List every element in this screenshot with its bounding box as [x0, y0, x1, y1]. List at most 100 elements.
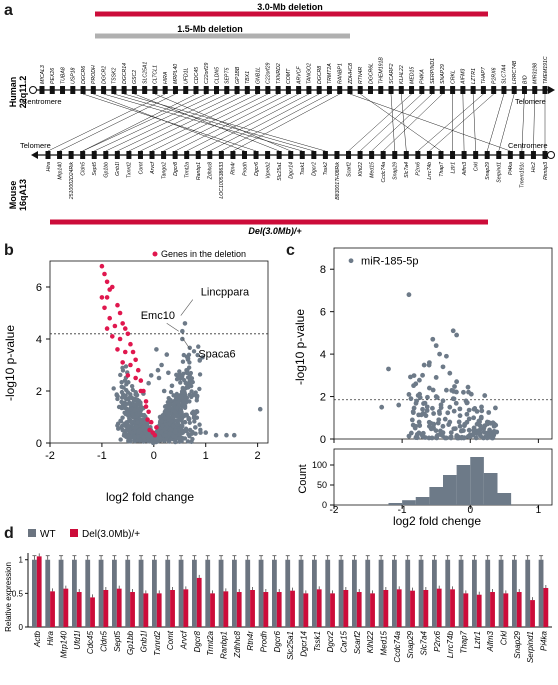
- mouse-gene-label: Slc25a1: [277, 162, 283, 181]
- c-point-background: [473, 435, 479, 441]
- c-point-background: [466, 389, 471, 395]
- d-bar-del: [223, 591, 229, 627]
- b-point-background: [185, 439, 191, 444]
- c-point-background: [451, 408, 457, 414]
- human-gene-block: [296, 86, 302, 94]
- b-point-deletion: [120, 360, 125, 365]
- c-point-background: [452, 426, 458, 432]
- c-point: [471, 415, 477, 421]
- b-point-background: [164, 437, 169, 442]
- mouse-gene-label: Txnrd2: [127, 162, 133, 178]
- b-point-other: [171, 414, 176, 420]
- b-point-background: [191, 349, 197, 354]
- b-point-deletion: [107, 315, 112, 321]
- synteny-line: [533, 93, 535, 152]
- panel-d-bar-chart: WT Del(3.0Mb)/+ Relative expression 0 0.5…: [4, 529, 552, 663]
- b-point-deletion: [154, 425, 159, 430]
- b-point-other: [193, 425, 198, 430]
- c-point-background: [478, 414, 484, 420]
- c-point-background: [471, 406, 477, 412]
- d-bar-del: [50, 591, 55, 627]
- mouse-gene-block: [415, 151, 421, 159]
- c-point: [444, 387, 449, 393]
- human-gene-block: [419, 86, 425, 94]
- human-gene-block: [101, 86, 107, 94]
- human-gene-block: [214, 86, 220, 94]
- synteny-line: [498, 93, 515, 152]
- d-category-label: Snap29: [513, 630, 522, 658]
- d-category-label: Mrp140: [59, 630, 68, 658]
- del-label: Del(3.0Mb)/+: [248, 226, 302, 236]
- c-point: [396, 402, 402, 408]
- b-point-other: [156, 375, 162, 381]
- mouse-gene-block: [137, 151, 143, 159]
- c-point-background: [414, 398, 419, 404]
- c-point-background: [425, 394, 430, 400]
- mouse-gene-block: [114, 151, 120, 159]
- d-bar-del: [330, 593, 335, 627]
- mouse-gene-label: Sept5: [92, 162, 98, 176]
- d-category-label: Gnb1l: [139, 631, 148, 653]
- b-point-background: [129, 419, 134, 425]
- b-point-background: [123, 396, 128, 401]
- d-category-label: Ufd1l: [73, 631, 82, 650]
- b-point-background: [180, 359, 186, 364]
- human-gene-label: MIR3198: [533, 63, 539, 84]
- c-point: [461, 389, 466, 395]
- synteny-line: [359, 93, 422, 152]
- mouse-gene-label: Lztr1: [450, 162, 456, 174]
- mouse-gene-block: [507, 151, 513, 159]
- b-point-deletion: [109, 334, 115, 339]
- b-ytick-label: 6: [36, 282, 42, 294]
- human-gene-label: TANGO2: [307, 63, 313, 84]
- c-point-background: [438, 405, 444, 411]
- c-point-background: [431, 421, 437, 427]
- d-bar-wt: [338, 559, 344, 627]
- human-gene-label: C22orf29: [204, 63, 210, 84]
- human-gene-block: [398, 86, 404, 94]
- d-category-label: Klhl22: [366, 630, 375, 653]
- c-point: [406, 292, 412, 298]
- c-point: [454, 332, 460, 338]
- mouse-gene-block: [473, 151, 479, 159]
- human-gene-block: [532, 86, 538, 94]
- b-point-deletion: [104, 326, 110, 331]
- human-gene-label: C22orf29: [266, 63, 272, 84]
- c-point: [447, 370, 453, 376]
- b-point-deletion: [115, 302, 120, 308]
- mouse-gene-label: Crkl: [473, 161, 479, 171]
- c-point-background: [421, 362, 427, 368]
- b-point-background: [134, 424, 139, 429]
- b-point-deletion: [125, 373, 131, 378]
- synteny-line: [401, 93, 407, 152]
- c-hist-bar: [388, 503, 403, 505]
- synteny-line: [429, 93, 494, 152]
- mouse-gene-label: Aifm3: [462, 162, 468, 176]
- d-bar-wt: [458, 559, 464, 627]
- mouse-gene-block: [461, 151, 467, 159]
- human-gene-block: [172, 86, 178, 94]
- b-point-background: [180, 436, 185, 441]
- human-gene-block: [450, 86, 456, 94]
- mouse-gene-label: Rimbp3: [543, 162, 549, 180]
- svg-text:16qA13: 16qA13: [18, 179, 28, 211]
- mouse-gene-block: [334, 151, 340, 159]
- c-point: [430, 336, 436, 342]
- c-hist-bar: [456, 465, 471, 505]
- b-point-other: [125, 419, 131, 425]
- b-point-background: [179, 425, 184, 430]
- mouse-gene-label: Tssk1: [300, 162, 306, 175]
- b-point-other: [231, 432, 237, 438]
- d-category-label: Slc7a4: [419, 630, 428, 655]
- human-gene-label: SEPT5: [225, 67, 231, 84]
- mouse-gene-label: Ranbp1: [196, 162, 202, 180]
- b-point-background: [184, 367, 189, 373]
- human-gene-label: COMT: [286, 68, 292, 84]
- b-point-other: [182, 321, 188, 326]
- c-point-background: [479, 404, 484, 410]
- d-bar-wt: [525, 559, 531, 627]
- b-point-background: [191, 409, 196, 414]
- c-hist-bar: [429, 487, 443, 505]
- d-bar-del: [250, 590, 255, 627]
- b-point-background: [120, 415, 125, 420]
